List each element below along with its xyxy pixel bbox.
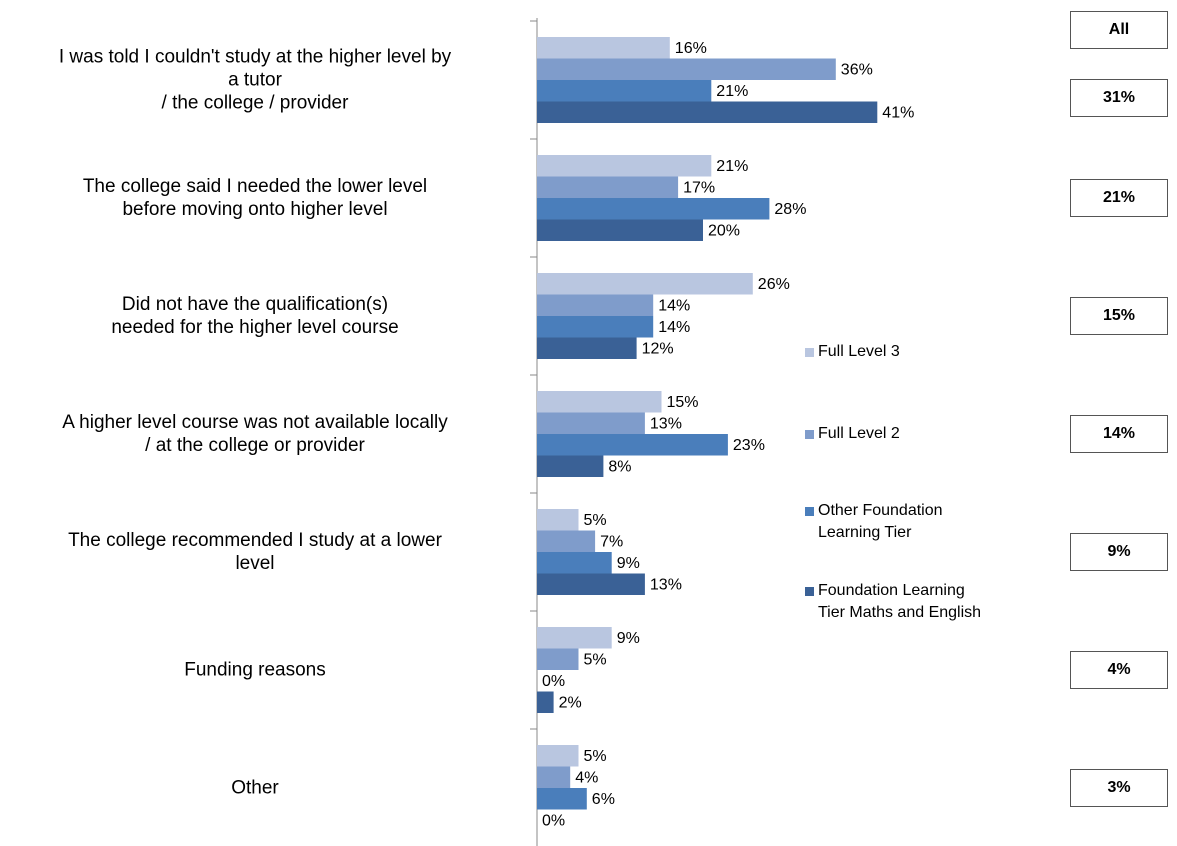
bar [537,627,612,649]
bar [537,434,728,456]
legend-label: Foundation Learning Tier Maths and Engli… [818,582,982,621]
data-label: 17% [683,179,715,196]
all-value: 9% [1070,533,1168,571]
category-label: Other [231,777,279,799]
bar [537,391,662,413]
data-label: 0% [542,673,565,690]
legend-item: Other Foundation Learning Tier [805,500,943,544]
data-label: 20% [708,222,740,239]
category-label: Did not have the qualification(s) needed… [111,294,399,338]
data-label: 13% [650,576,682,593]
bar [537,788,587,810]
data-label: 7% [600,533,623,550]
data-label: 14% [658,297,690,314]
data-label: 6% [592,791,615,808]
data-label: 13% [650,415,682,432]
bar [537,101,878,123]
data-label: 8% [608,458,631,475]
data-label: 0% [542,812,565,829]
legend-item: Full Level 3 [805,341,900,363]
data-label: 9% [617,630,640,647]
bar [537,766,571,788]
legend-swatch [805,587,814,596]
legend-label: Other Foundation Learning Tier [818,502,943,541]
bar [537,155,712,177]
all-value: 3% [1070,769,1168,807]
all-value: 15% [1070,297,1168,335]
legend-swatch [805,348,814,357]
data-label: 9% [617,555,640,572]
bar [537,37,670,59]
legend-swatch [805,430,814,439]
bar [537,691,554,713]
bar [537,219,703,241]
all-value: 31% [1070,79,1168,117]
bar [537,337,637,359]
data-label: 23% [733,437,765,454]
bar [537,58,836,80]
data-label: 28% [774,201,806,218]
data-label: 2% [559,694,582,711]
bar [537,294,654,316]
legend-swatch [805,507,814,516]
bar [537,509,579,531]
bar [537,648,579,670]
legend-item: Foundation Learning Tier Maths and Engli… [805,580,981,624]
category-label: I was told I couldn't study at the highe… [58,46,452,114]
category-label: The college recommended I study at a low… [68,530,442,574]
data-label: 5% [584,512,607,529]
category-label: The college said I needed the lower leve… [82,176,428,220]
data-label: 5% [584,748,607,765]
bar [537,176,679,198]
bar [537,745,579,767]
data-label: 16% [675,40,707,57]
bar [537,80,712,102]
bar [537,573,645,595]
data-label: 36% [841,61,873,78]
data-label: 26% [758,276,790,293]
bar [537,530,596,552]
legend-item: Full Level 2 [805,423,900,445]
bar [537,198,770,220]
data-label: 12% [642,340,674,357]
bar [537,552,612,574]
category-label: Funding reasons [184,659,326,681]
bar [537,455,604,477]
data-label: 21% [716,158,748,175]
category-label: A higher level course was not available … [62,412,448,456]
all-value: 21% [1070,179,1168,217]
data-label: 4% [575,769,598,786]
all-header: All [1070,11,1168,49]
all-value: 4% [1070,651,1168,689]
bar [537,412,645,434]
all-value: 14% [1070,415,1168,453]
data-label: 15% [667,394,699,411]
data-label: 21% [716,83,748,100]
data-label: 5% [584,651,607,668]
bar [537,273,753,295]
legend-label: Full Level 2 [818,425,900,442]
bar [537,316,654,338]
data-label: 14% [658,319,690,336]
data-label: 41% [882,104,914,121]
legend-label: Full Level 3 [818,343,900,360]
